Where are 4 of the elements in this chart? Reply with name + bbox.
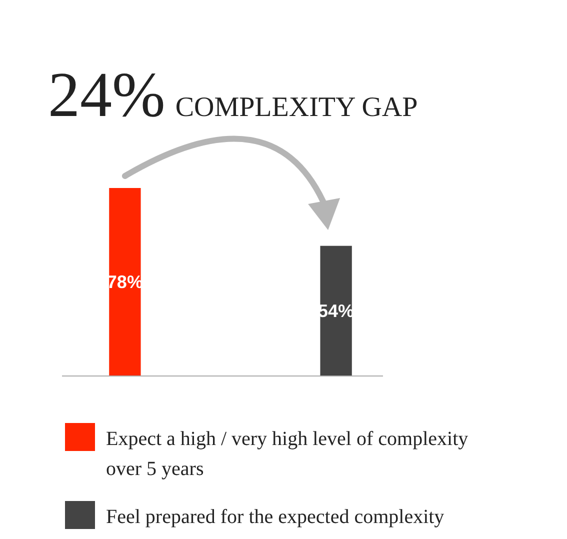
legend-label: Expect a high / very high level of complexity over 5 years: [106, 428, 468, 480]
chart-title: 24%: [48, 59, 166, 130]
chart-subtitle: COMPLEXITY GAP: [175, 92, 418, 123]
legend-label: Feel prepared for the expected complexity: [106, 506, 444, 528]
